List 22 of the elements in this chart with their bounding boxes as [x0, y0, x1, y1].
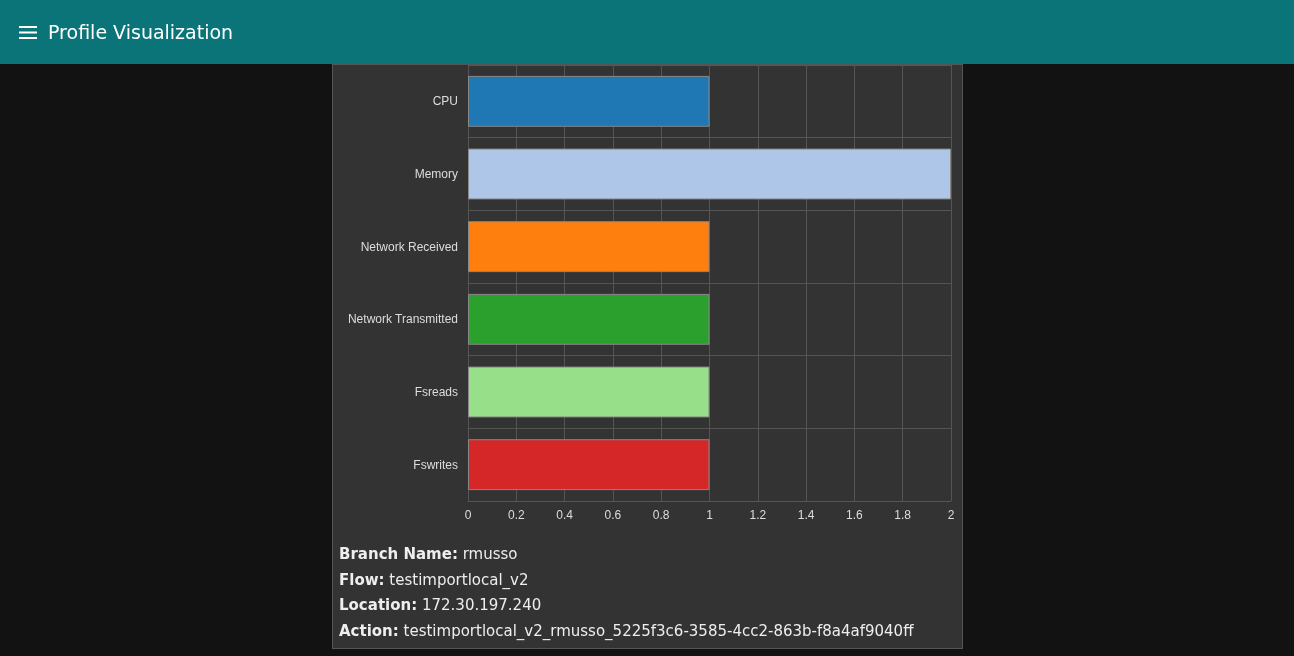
- y-tick-label: Network Received: [360, 239, 458, 254]
- text: Profile Visualization: [48, 21, 234, 43]
- y-tick-label: Memory: [414, 167, 458, 181]
- x-tick-label: 1.8: [894, 508, 912, 522]
- y-tick-label: CPU: [432, 94, 458, 109]
- x-tick-label: 0.2: [507, 508, 525, 522]
- x-tick-label: 0.8: [652, 508, 670, 522]
- text: Flow: testimportlocal_v2: [339, 570, 530, 591]
- x-tick-label: 1.2: [749, 508, 767, 522]
- x-tick-label: 1.4: [797, 508, 815, 522]
- x-tick-label: 1.6: [846, 508, 864, 522]
- x-tick-label: 0: [464, 508, 472, 522]
- text: Action: testimportlocal_v2_rmusso_5225f3c6-3585-4cc2-863b-f8a4af9040ff: [339, 621, 915, 642]
- x-tick-label: 0.4: [556, 508, 574, 522]
- y-tick-label: Network Transmitted: [347, 312, 458, 327]
- x-tick-label: 1: [706, 508, 714, 522]
- x-tick-label: 2: [947, 508, 955, 522]
- text: Branch Name: rmusso: [339, 545, 519, 565]
- text: Location: 172.30.197.240: [339, 596, 543, 616]
- y-tick-label: Fsreads: [414, 385, 458, 399]
- x-tick-label: 0.6: [604, 508, 622, 522]
- y-tick-label: Fswrites: [413, 457, 458, 472]
